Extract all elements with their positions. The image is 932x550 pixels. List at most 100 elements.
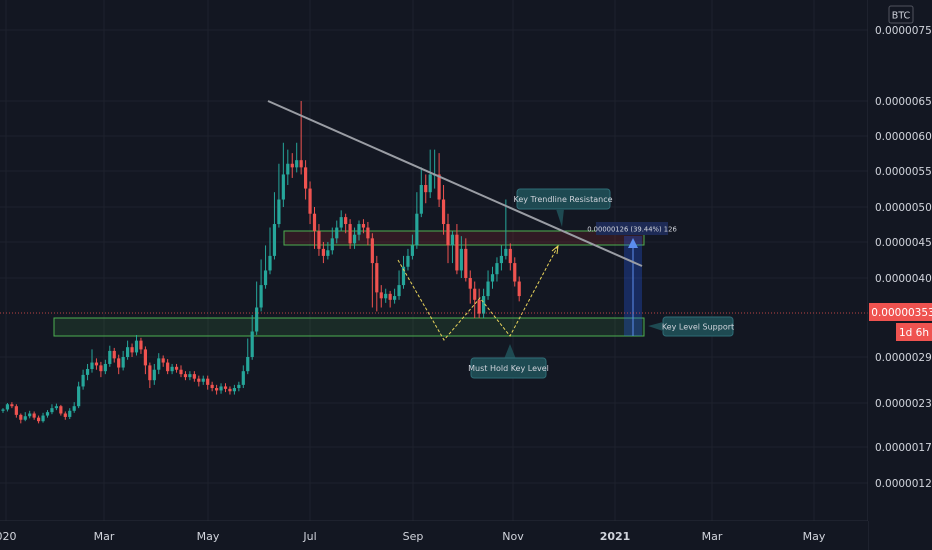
time-tick-label: 020 (0, 530, 17, 543)
candle (126, 340, 130, 360)
candle (299, 101, 303, 175)
candle (277, 163, 281, 228)
candle (259, 259, 263, 312)
candle (441, 184, 446, 235)
candle (455, 224, 459, 275)
resistance-zone (283, 230, 645, 246)
hold-callout[interactable]: Must Hold Key Level (468, 344, 549, 379)
candle (321, 242, 325, 264)
candle (473, 281, 477, 319)
candle (45, 410, 50, 418)
candle (499, 245, 503, 271)
measure-arrow-head (628, 238, 638, 248)
candle (352, 227, 357, 249)
candle (317, 224, 321, 256)
time-tick-label: 2021 (600, 530, 631, 543)
candle (134, 334, 139, 356)
candle (166, 359, 170, 375)
candle (152, 363, 156, 385)
candle (77, 381, 81, 409)
candle (255, 281, 259, 335)
time-axis-labels: 020 Mar May Jul Sep Nov 2021 Mar May (0, 530, 826, 543)
price-axis[interactable] (868, 0, 932, 521)
hold-callout-text: Must Hold Key Level (468, 364, 549, 373)
candle (268, 227, 272, 275)
candle (143, 346, 147, 375)
candlestick-series (1, 101, 521, 424)
candle (161, 355, 165, 367)
candle (464, 238, 468, 282)
candle (108, 345, 112, 367)
measure-label-text: 0.00000126 (39.44%) 126 (587, 226, 677, 234)
time-tick-label: Sep (403, 530, 424, 543)
currency-badge[interactable]: BTC (888, 5, 914, 24)
candle (130, 343, 134, 357)
trendline-resistance[interactable] (267, 100, 643, 267)
candle (388, 290, 392, 308)
candle (437, 153, 441, 207)
candle (286, 149, 290, 185)
candle (219, 383, 223, 394)
time-tick-label: May (197, 530, 220, 543)
candle (308, 181, 312, 225)
candle (179, 365, 183, 378)
time-axis[interactable] (0, 521, 868, 550)
candle (85, 363, 90, 381)
candle (41, 412, 45, 423)
candle (513, 257, 517, 287)
candle (215, 384, 219, 395)
candle (250, 314, 254, 360)
candle (81, 369, 85, 390)
candle (406, 248, 410, 271)
support-zone (53, 317, 645, 337)
candle (63, 411, 67, 420)
time-tick-label: Mar (94, 530, 115, 543)
candle (139, 337, 143, 354)
candle (401, 255, 406, 289)
candle (397, 270, 401, 300)
candle (424, 174, 428, 204)
candle (170, 363, 174, 375)
candle (477, 288, 481, 319)
candle (201, 375, 205, 385)
candle (121, 350, 125, 371)
candle (99, 361, 103, 378)
support-callout-text: Key Level Support (662, 323, 734, 332)
candle (94, 358, 99, 370)
candle (192, 371, 196, 382)
candle (117, 354, 121, 375)
time-tick-label: Nov (502, 530, 524, 543)
candle (486, 270, 490, 300)
candle (361, 219, 366, 234)
resistance-callout[interactable]: Key Trendline Resistance (513, 188, 613, 227)
candle (232, 384, 236, 395)
candle (246, 338, 250, 375)
candle (339, 210, 343, 232)
candle (459, 236, 463, 278)
candle (54, 403, 58, 411)
candle (419, 167, 423, 218)
candle (263, 245, 268, 289)
candle (281, 142, 285, 207)
candle (228, 386, 232, 395)
candle (103, 359, 107, 375)
candle (495, 257, 499, 282)
time-tick-label: Jul (302, 530, 316, 543)
candle (23, 412, 27, 422)
candle (357, 220, 361, 241)
candle (366, 221, 370, 246)
candle (174, 363, 179, 373)
candle (375, 255, 379, 312)
price-tick-label: 0.00000120 (875, 478, 932, 490)
candle (384, 288, 388, 303)
support-callout[interactable]: Key Level Support (648, 316, 734, 337)
candle (112, 347, 116, 363)
